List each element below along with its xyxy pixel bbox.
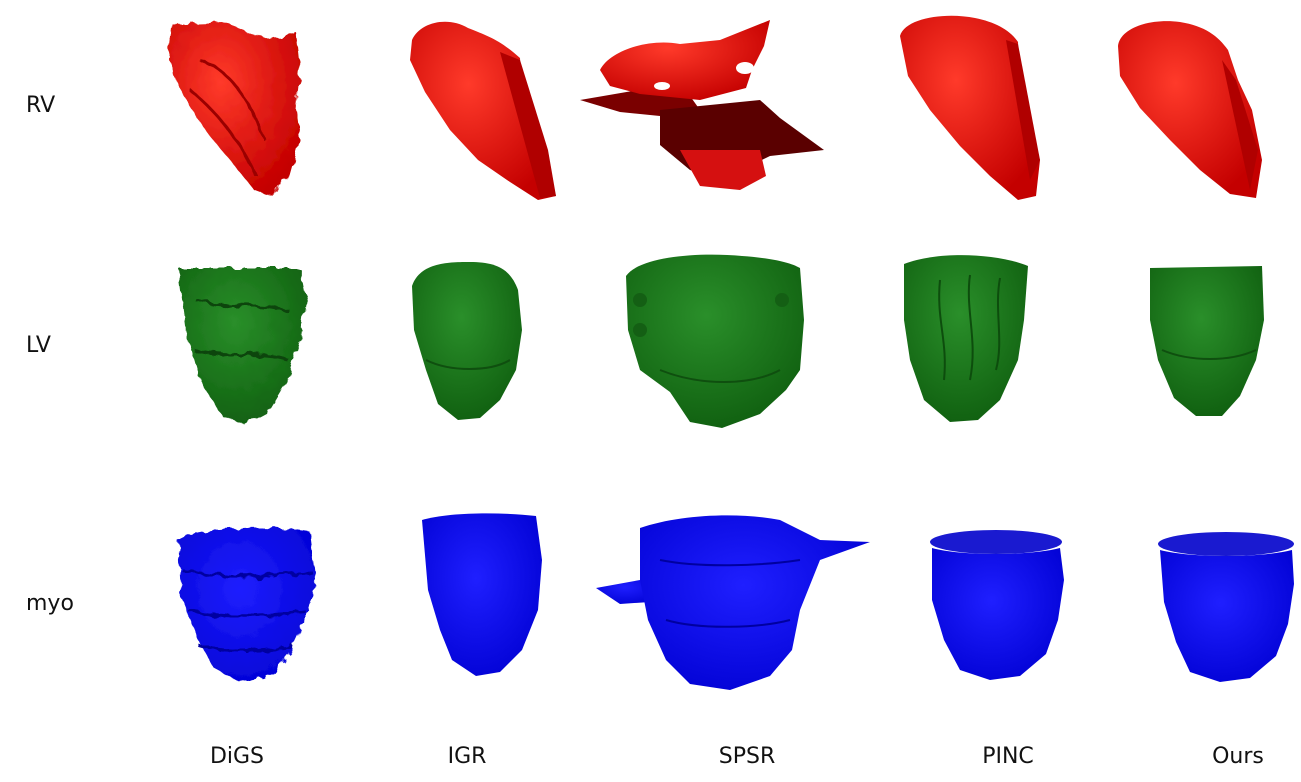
- row-label-lv: LV: [26, 333, 51, 358]
- mesh-rv-pinc: [900, 15, 1040, 200]
- column-label-pinc: PINC: [982, 744, 1034, 769]
- mesh-rv-spsr: [580, 20, 824, 190]
- column-label-digs: DiGS: [209, 744, 265, 769]
- mesh-rv-ours: [1118, 21, 1262, 198]
- mesh-myo-digs: [178, 527, 316, 682]
- row-label-myo: myo: [26, 591, 74, 616]
- mesh-rv-digs: [168, 22, 300, 196]
- mesh-lv-spsr: [626, 254, 804, 428]
- mesh-myo-ours: [1158, 532, 1294, 682]
- mesh-myo-pinc: [930, 530, 1064, 680]
- mesh-lv-igr: [412, 262, 522, 420]
- mesh-myo-spsr: [596, 515, 870, 690]
- mesh-lv-digs: [178, 268, 306, 424]
- column-label-spsr: SPSR: [718, 744, 776, 769]
- mesh-lv-pinc: [904, 255, 1028, 422]
- mesh-rv-igr: [410, 21, 556, 200]
- mesh-myo-igr: [422, 513, 542, 676]
- row-label-rv: RV: [26, 93, 56, 118]
- column-label-igr: IGR: [447, 744, 487, 769]
- mesh-lv-ours: [1150, 266, 1264, 416]
- column-label-ours: Ours: [1212, 744, 1264, 769]
